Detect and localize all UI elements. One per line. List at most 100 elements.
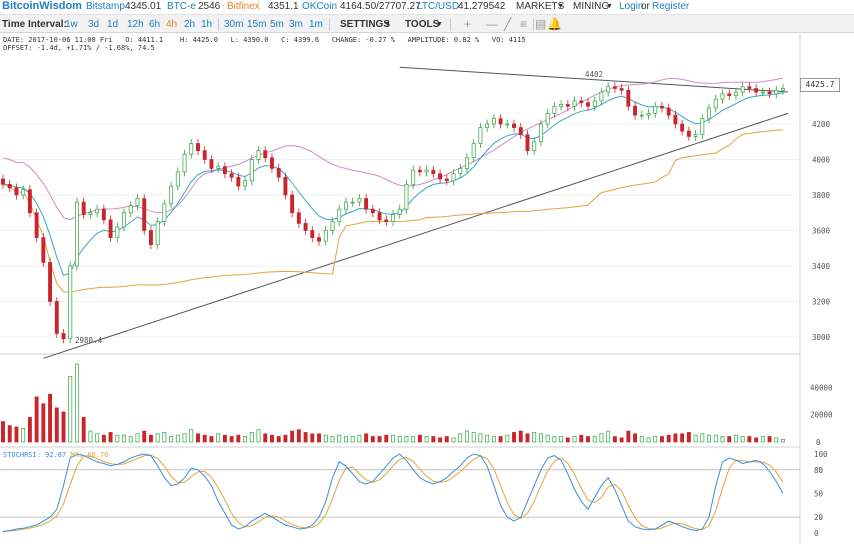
ticker-bitfinex-name[interactable]: Bitfinex <box>227 1 260 12</box>
fibonacci-tool-icon[interactable]: ≡ <box>520 17 528 31</box>
ticker-ltcusd-name[interactable]: LTC/USD <box>417 1 460 12</box>
volume-bar <box>169 436 174 443</box>
volume-bar <box>27 417 32 443</box>
interval-15m[interactable]: 15m <box>247 19 267 30</box>
volume-bar <box>626 430 631 443</box>
interval-3d[interactable]: 3d <box>88 19 100 30</box>
register-link[interactable]: Register <box>652 1 690 12</box>
interval-5m[interactable]: 5m <box>270 19 284 30</box>
volume-bar <box>391 434 395 443</box>
candle-body <box>276 168 281 178</box>
candle-body <box>296 212 301 224</box>
candle-body <box>162 203 167 222</box>
candle-body <box>417 169 422 173</box>
volume-bar <box>451 437 456 443</box>
volume-bar <box>444 436 449 443</box>
volume-bar <box>21 427 26 443</box>
volume-bar <box>760 436 765 443</box>
candle-body <box>249 159 254 182</box>
candle-body <box>592 100 597 107</box>
parallel-channel-tool-icon[interactable]: ▤ <box>535 17 547 31</box>
volume-bar <box>424 436 429 443</box>
mining-menu[interactable]: MINING <box>573 1 610 12</box>
candle-body <box>310 230 315 238</box>
candle-body <box>438 173 443 180</box>
interval-1m[interactable]: 1m <box>309 19 323 30</box>
tools-chevron-icon: ▼ <box>436 21 443 28</box>
candle-body <box>686 130 691 137</box>
candle-body <box>128 205 133 214</box>
volume-bar <box>781 438 785 443</box>
markets-menu[interactable]: MARKETS <box>516 1 565 12</box>
horizontal-line-tool-icon[interactable]: — <box>486 17 498 31</box>
site-logo[interactable]: BitcoinWisdom <box>2 0 82 12</box>
interval-3m[interactable]: 3m <box>289 19 303 30</box>
interval-1h[interactable]: 1h <box>201 19 213 30</box>
volume-bar <box>417 434 422 443</box>
volume-bar <box>303 432 308 443</box>
volume-bar <box>296 429 301 443</box>
current-price-box: 4425.7 <box>800 78 840 92</box>
volume-bar <box>88 430 93 443</box>
candle-body <box>256 150 261 160</box>
volume-bar <box>189 429 194 443</box>
volume-bar <box>357 434 362 443</box>
interval-1w[interactable]: 1w <box>65 19 78 30</box>
interval-1d[interactable]: 1d <box>107 19 119 30</box>
volume-bar <box>733 434 738 443</box>
volume-bar <box>7 425 12 443</box>
candle-body <box>115 226 120 238</box>
volume-bar <box>545 434 550 443</box>
candle-body <box>323 230 328 242</box>
volume-bar <box>599 433 604 443</box>
toolbar-separator <box>450 18 451 31</box>
volume-bar <box>155 433 160 443</box>
volume-bar <box>774 437 779 443</box>
stochrsi-tick-label: 20 <box>814 513 824 522</box>
volume-bar <box>61 411 66 443</box>
volume-bar <box>431 436 436 443</box>
volume-bar <box>243 436 248 443</box>
candle-body <box>727 93 732 96</box>
trendline-tool-icon[interactable]: ╱ <box>504 17 512 31</box>
ticker-btce-name[interactable]: BTC-e <box>167 1 196 12</box>
candle-body <box>101 208 106 221</box>
mining-chevron-icon: ▼ <box>606 3 613 10</box>
candle-body <box>485 123 490 128</box>
volume-bar <box>720 436 725 443</box>
settings-menu[interactable]: SETTINGS <box>340 19 391 30</box>
volume-bar <box>767 436 772 443</box>
candle-body <box>122 212 126 228</box>
volume-bar <box>343 436 348 443</box>
ticker-okcoin-name[interactable]: OKCoin <box>302 1 338 12</box>
candle-body <box>81 201 86 215</box>
interval-4h[interactable]: 4h <box>166 19 178 30</box>
interval-12h[interactable]: 12h <box>127 19 144 30</box>
stochrsi-series <box>2 453 784 532</box>
crosshair-tool-icon[interactable]: + <box>464 17 472 31</box>
volume-bar <box>196 433 200 443</box>
ticker-bitstamp-name[interactable]: Bitstamp <box>86 1 125 12</box>
alert-bell-icon[interactable]: 🔔 <box>547 17 562 31</box>
settings-chevron-icon: ▼ <box>384 21 391 28</box>
volume-bar <box>115 434 120 443</box>
candle-body <box>88 212 93 215</box>
volume-bar <box>108 432 113 443</box>
volume-bar <box>592 436 597 443</box>
login-link[interactable]: Login <box>619 1 644 12</box>
candle-body <box>545 112 550 125</box>
interval-30m[interactable]: 30m <box>224 19 244 30</box>
candle-body <box>767 91 772 95</box>
volume-bar <box>693 434 698 443</box>
volume-bar <box>673 433 678 443</box>
interval-6h[interactable]: 6h <box>149 19 161 30</box>
volume-bar <box>135 433 140 443</box>
volume-bar <box>229 436 234 443</box>
tools-menu[interactable]: TOOLS <box>405 19 440 30</box>
interval-2h[interactable]: 2h <box>184 19 196 30</box>
candlestick-series <box>1 82 785 344</box>
candle-body <box>552 105 557 114</box>
upper-band-line <box>2 77 784 221</box>
candle-body <box>196 143 200 151</box>
